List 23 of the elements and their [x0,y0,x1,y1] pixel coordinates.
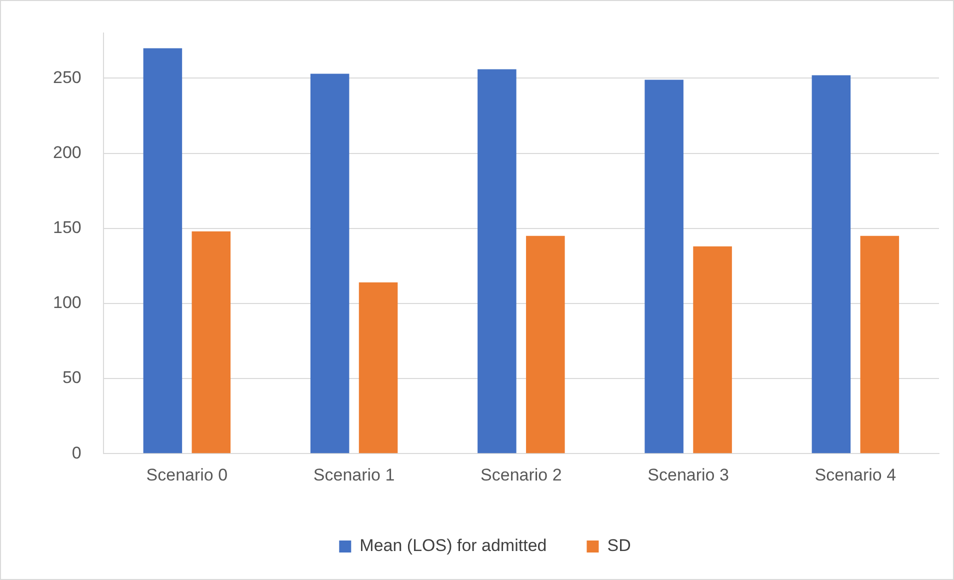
x-tick-label: Scenario 2 [480,465,562,484]
y-tick-label: 200 [52,143,82,162]
bar [812,75,851,454]
bar [526,236,565,454]
x-tick-label: Scenario 3 [648,465,729,484]
x-tick-label: Scenario 1 [313,465,395,484]
y-tick-label: 100 [52,293,82,312]
x-tick-label: Scenario 4 [814,465,896,484]
bar [192,231,231,454]
x-tick-label: Scenario 0 [146,465,228,484]
y-tick-label: 150 [52,218,82,238]
bar [644,80,684,454]
bar [860,236,900,454]
bar [143,48,182,454]
legend-label: Mean (LOS) for admitted [360,536,547,556]
bar [478,69,516,454]
y-tick-label: 0 [72,443,82,462]
y-tick-label: 250 [52,68,82,87]
bar [693,246,732,454]
bar [358,282,398,454]
y-tick-label: 50 [62,368,82,388]
legend-label: SD [607,536,631,556]
bar [310,74,350,454]
